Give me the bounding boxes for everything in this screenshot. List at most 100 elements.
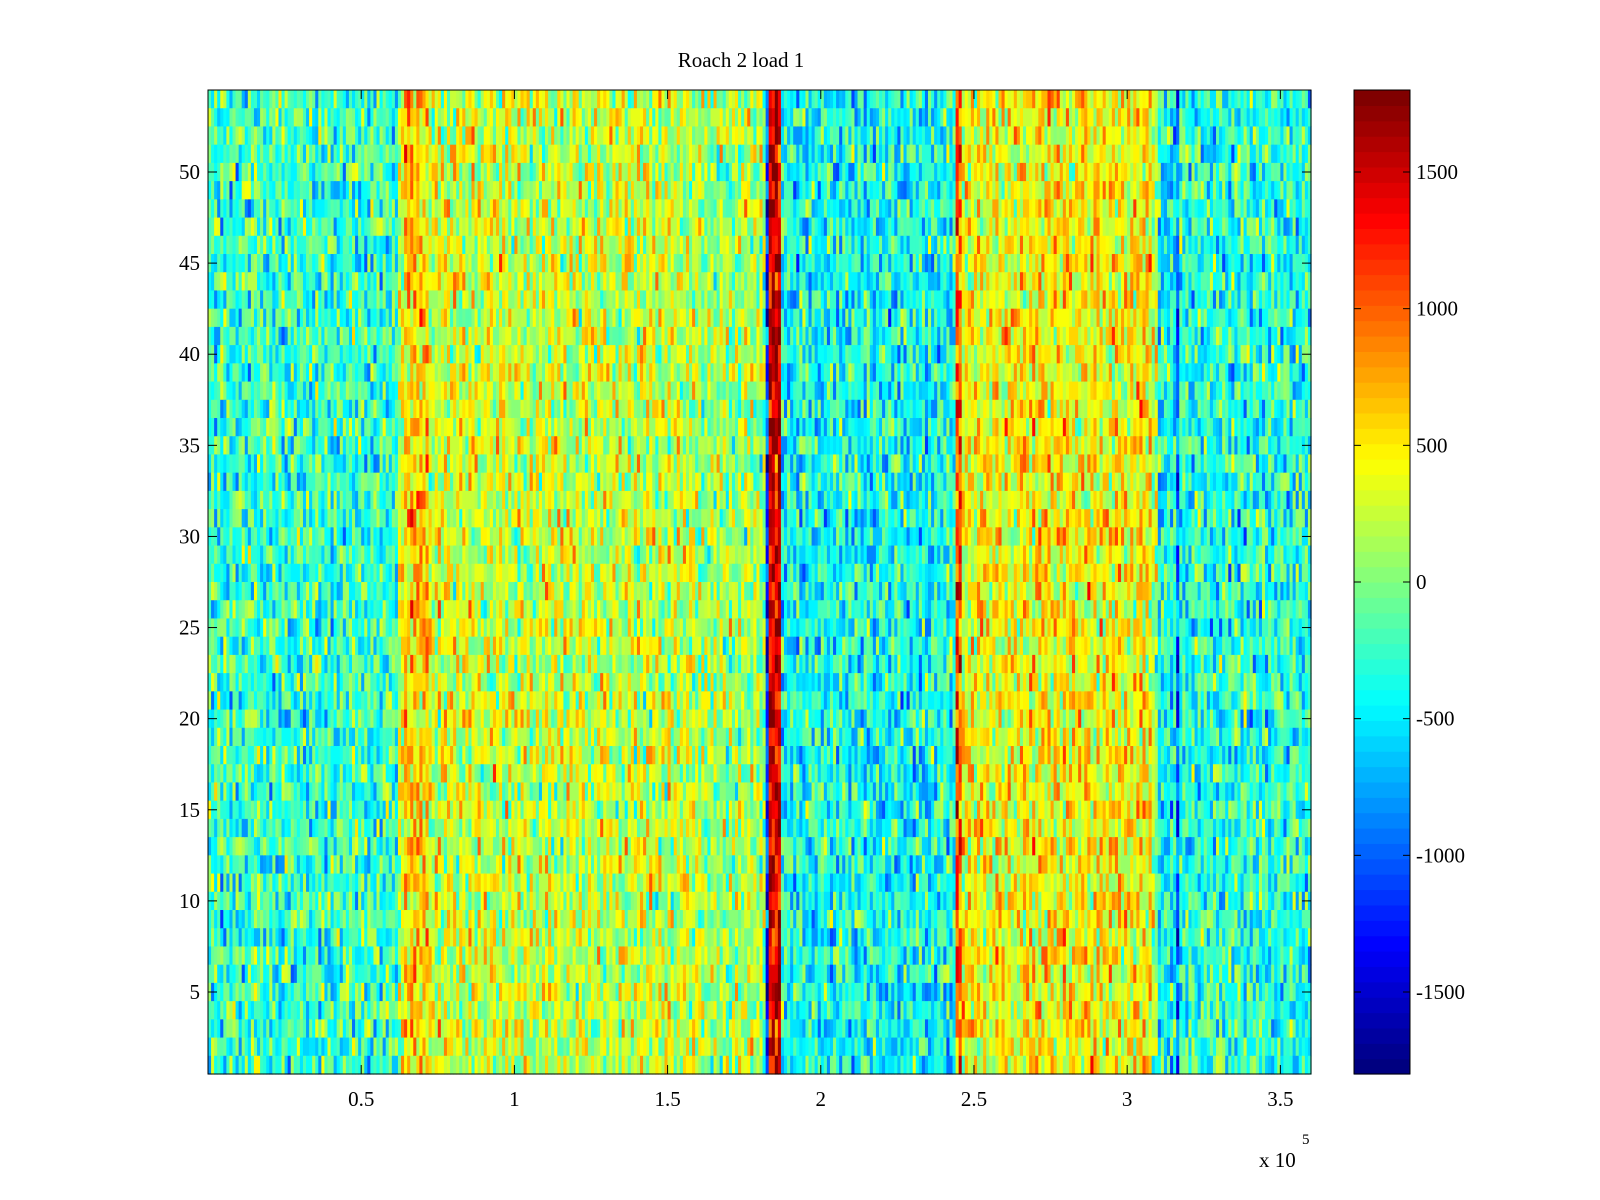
- heatmap-cell: [226, 418, 231, 437]
- heatmap-cell: [342, 964, 347, 984]
- heatmap-cell: [226, 326, 231, 346]
- heatmap-cell: [373, 90, 378, 109]
- heatmap-cell: [330, 126, 335, 146]
- heatmap-cell: [394, 399, 399, 419]
- heatmap-cell: [486, 399, 491, 419]
- heatmap-cell: [263, 509, 267, 528]
- heatmap-cell: [370, 582, 375, 601]
- heatmap-cell: [413, 727, 417, 747]
- heatmap-cell: [446, 982, 451, 1002]
- heatmap-cell: [333, 600, 338, 620]
- heatmap-cell: [247, 673, 252, 692]
- heatmap-cell: [321, 290, 326, 310]
- heatmap-cell: [339, 254, 344, 273]
- heatmap-cell: [404, 454, 408, 474]
- heatmap-cell: [413, 436, 417, 456]
- heatmap-cell: [471, 746, 476, 765]
- heatmap-cell: [287, 363, 292, 383]
- heatmap-cell: [342, 891, 347, 911]
- heatmap-cell: [382, 673, 387, 692]
- heatmap-cell: [355, 691, 359, 711]
- heatmap-cell: [220, 326, 224, 346]
- heatmap-cell: [401, 527, 405, 547]
- heatmap-cell: [327, 818, 332, 838]
- heatmap-cell: [474, 563, 479, 583]
- heatmap-cell: [309, 545, 313, 565]
- heatmap-cell: [443, 144, 448, 164]
- heatmap-cell: [269, 837, 273, 856]
- heatmap-cell: [462, 636, 466, 656]
- heatmap-cell: [443, 254, 448, 273]
- heatmap-cell: [318, 418, 322, 437]
- heatmap-cell: [382, 891, 387, 911]
- heatmap-cell: [257, 144, 261, 164]
- heatmap-cell: [284, 600, 289, 620]
- heatmap-cell: [345, 436, 350, 456]
- heatmap-cell: [397, 1055, 402, 1075]
- heatmap-cell: [266, 490, 270, 510]
- heatmap-cell: [373, 199, 378, 219]
- heatmap-cell: [404, 563, 408, 583]
- heatmap-cell: [302, 910, 307, 929]
- heatmap-cell: [296, 837, 301, 856]
- heatmap-cell: [253, 1037, 258, 1057]
- heatmap-cell: [379, 90, 384, 109]
- heatmap-cell: [425, 1019, 430, 1039]
- heatmap-cell: [480, 126, 485, 146]
- heatmap-cell: [275, 181, 280, 200]
- heatmap-cell: [355, 1001, 359, 1020]
- heatmap-cell: [443, 910, 448, 929]
- heatmap-cell: [456, 891, 460, 911]
- heatmap-cell: [367, 691, 371, 711]
- heatmap-cell: [330, 326, 335, 346]
- heatmap-cell: [456, 199, 460, 219]
- heatmap-cell: [431, 108, 436, 128]
- heatmap-cell: [422, 490, 427, 510]
- heatmap-cell: [428, 782, 433, 802]
- heatmap-cell: [290, 727, 295, 747]
- heatmap-cell: [238, 418, 243, 437]
- heatmap-cell: [290, 472, 295, 492]
- heatmap-cell: [428, 636, 433, 656]
- heatmap-cell: [309, 181, 313, 200]
- heatmap-cell: [385, 235, 390, 255]
- heatmap-cell: [376, 873, 381, 893]
- heatmap-cell: [327, 1037, 332, 1057]
- heatmap-cell: [437, 782, 442, 802]
- heatmap-cell: [345, 782, 350, 802]
- heatmap-cell: [413, 1037, 417, 1057]
- heatmap-cell: [235, 545, 240, 565]
- heatmap-cell: [361, 1055, 365, 1075]
- heatmap-cell: [462, 254, 466, 273]
- heatmap-cell: [364, 946, 368, 966]
- heatmap-cell: [269, 308, 273, 328]
- heatmap-cell: [401, 727, 405, 747]
- heatmap-cell: [431, 162, 436, 182]
- heatmap-cell: [281, 454, 286, 474]
- heatmap-cell: [413, 910, 417, 929]
- heatmap-cell: [413, 345, 417, 364]
- heatmap-cell: [272, 582, 276, 601]
- heatmap-cell: [419, 90, 424, 109]
- heatmap-cell: [462, 818, 466, 838]
- heatmap-cell: [379, 563, 384, 583]
- heatmap-cell: [330, 800, 335, 820]
- heatmap-cell: [428, 946, 433, 966]
- heatmap-cell: [446, 818, 451, 838]
- heatmap-cell: [480, 363, 485, 383]
- heatmap-cell: [480, 509, 485, 528]
- heatmap-cell: [330, 472, 335, 492]
- heatmap-cell: [416, 746, 420, 765]
- heatmap-cell: [278, 235, 283, 255]
- heatmap-cell: [266, 910, 270, 929]
- heatmap-cell: [208, 454, 212, 474]
- heatmap-cell: [208, 1055, 212, 1075]
- heatmap-cell: [419, 910, 424, 929]
- heatmap-cell: [290, 800, 295, 820]
- heatmap-cell: [364, 509, 368, 528]
- heatmap-cell: [229, 162, 234, 182]
- heatmap-cell: [244, 509, 249, 528]
- heatmap-cell: [296, 673, 301, 692]
- heatmap-cell: [416, 418, 420, 437]
- heatmap-cell: [281, 654, 286, 674]
